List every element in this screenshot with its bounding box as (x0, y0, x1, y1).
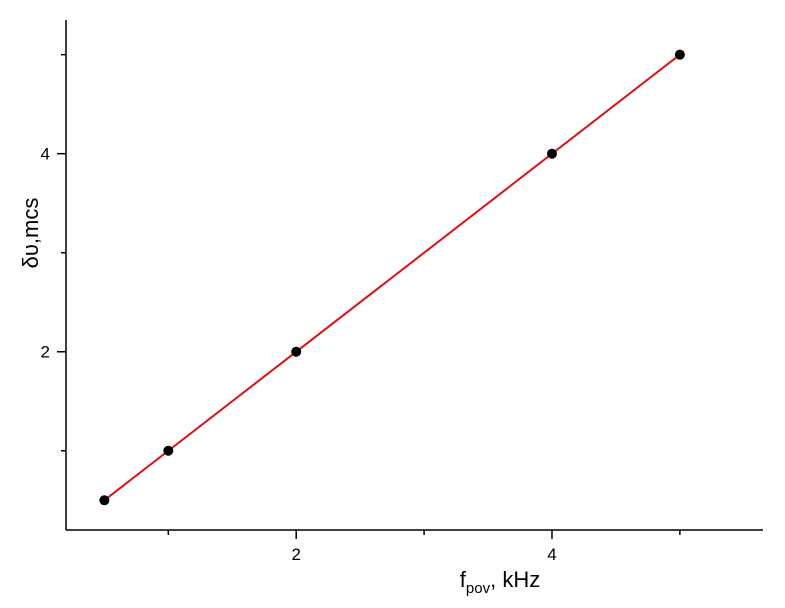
fit-line (103, 53, 681, 502)
data-points (99, 49, 685, 506)
x-tick-label: 4 (547, 545, 556, 564)
data-point (674, 49, 685, 60)
x-axis-label: fpov, kHz (460, 567, 540, 597)
plot-area (99, 49, 685, 506)
y-axis-label: δυ,mcs (18, 198, 43, 269)
data-point (99, 495, 110, 506)
data-point (291, 346, 302, 357)
y-ticks: 24 (41, 53, 66, 452)
x-tick-label: 2 (291, 545, 300, 564)
y-tick-label: 2 (41, 343, 50, 362)
data-point (546, 148, 557, 159)
fit-lines (103, 53, 681, 502)
data-point (163, 445, 174, 456)
y-tick-label: 4 (41, 145, 50, 164)
